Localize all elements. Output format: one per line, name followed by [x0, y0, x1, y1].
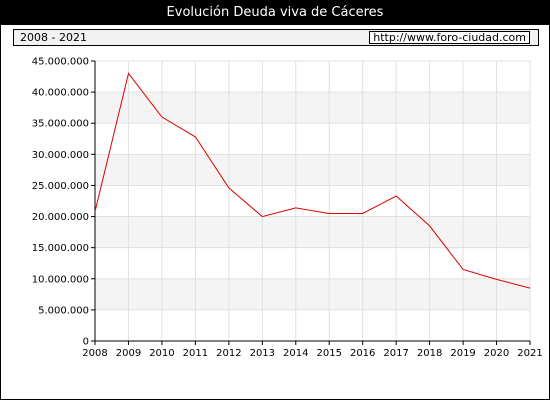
y-tick-label: 5.000.000: [38, 305, 89, 316]
y-tick-label: 35.000.000: [32, 119, 89, 130]
series-group: [94, 72, 531, 289]
series-line: [94, 72, 531, 289]
info-bar: 2008 - 2021 http://www.foro-ciudad.com: [13, 29, 539, 46]
y-tick-label: 45.000.000: [32, 57, 89, 68]
plot-band: [95, 92, 530, 124]
x-tick-label: 2009: [116, 348, 141, 359]
chart-title: Evolución Deuda viva de Cáceres: [1, 1, 549, 25]
y-tick-label: 0: [83, 337, 89, 348]
plot-band: [95, 278, 530, 310]
x-tick-label: 2010: [149, 348, 174, 359]
y-tick-label: 15.000.000: [32, 243, 89, 254]
y-tick-labels: 0 5.000.000 10.000.000 15.000.000 20.000.000…: [32, 57, 89, 348]
y-tick-label: 30.000.000: [32, 150, 89, 161]
plot-bands: [95, 92, 530, 310]
x-tick-label: 2016: [350, 348, 375, 359]
x-tick-label: 2020: [484, 348, 509, 359]
x-tick-label: 2011: [183, 348, 208, 359]
plot-band: [95, 154, 530, 186]
y-tick-label: 25.000.000: [32, 181, 89, 192]
x-tick-label: 2019: [450, 348, 475, 359]
y-tick-label: 10.000.000: [32, 274, 89, 285]
plot-band: [95, 216, 530, 248]
x-tick-label: 2013: [250, 348, 275, 359]
x-tick-label: 2012: [216, 348, 241, 359]
x-tick-label: 2008: [82, 348, 107, 359]
x-tick-label: 2015: [317, 348, 342, 359]
axes: [91, 60, 531, 345]
x-tick-label: 2018: [417, 348, 442, 359]
y-tick-label: 40.000.000: [32, 88, 89, 99]
range-label: 2008 - 2021: [20, 31, 87, 44]
x-tick-label: 2021: [517, 348, 542, 359]
source-link[interactable]: http://www.foro-ciudad.com: [369, 31, 530, 44]
x-tick-label: 2014: [283, 348, 308, 359]
x-tick-label: 2017: [383, 348, 408, 359]
x-tick-labels: 2008 2009 2010 2011 2012 2013 2014 2015 2016 2017…: [82, 348, 542, 359]
y-tick-label: 20.000.000: [32, 212, 89, 223]
